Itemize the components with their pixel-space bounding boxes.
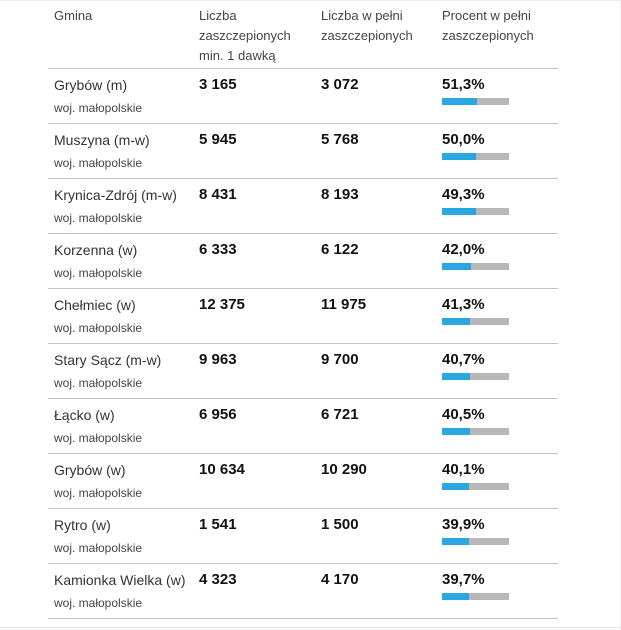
percent-bar-fill	[442, 373, 470, 380]
percent-bar	[442, 593, 509, 600]
percent-value: 39,9%	[442, 516, 485, 533]
region-label: woj. małopolskie	[54, 266, 143, 280]
table-row: Chełmiec (w) woj. małopolskie 12 375 11 975…	[48, 289, 558, 344]
table-row: Krynica-Zdrój (m-w) woj. małopolskie 8 431…	[48, 179, 558, 234]
min1-dose-count: 8 431	[199, 186, 237, 203]
table-row: Stary Sącz (m-w) woj. małopolskie 9 963 9 7…	[48, 344, 558, 399]
header-min1-dose[interactable]: Liczba zaszczepionych min. 1 dawką	[199, 8, 291, 63]
fully-vaccinated-count: 1 500	[321, 516, 359, 533]
percent-bar	[442, 263, 509, 270]
min1-dose-count: 3 165	[199, 76, 237, 93]
min1-dose-count: 6 333	[199, 241, 237, 258]
table-row: Muszyna (m-w) woj. małopolskie 5 945 5 768 5…	[48, 124, 558, 179]
table-row: Korzenna (w) woj. małopolskie 6 333 6 122 42…	[48, 234, 558, 289]
region-label: woj. małopolskie	[54, 101, 143, 115]
region-label: woj. małopolskie	[54, 541, 143, 555]
fully-vaccinated-count: 4 170	[321, 571, 359, 588]
table-row: Kamionka Wielka (w) woj. małopolskie 4 323…	[48, 564, 558, 619]
gmina-name: Grybów (w)	[54, 462, 126, 478]
percent-bar-fill	[442, 98, 478, 105]
min1-dose-count: 12 375	[199, 296, 245, 313]
header-gmina[interactable]: Gmina	[54, 8, 93, 23]
percent-value: 42,0%	[442, 241, 485, 258]
gmina-name: Chełmiec (w)	[54, 297, 136, 313]
percent-bar-fill	[442, 318, 471, 325]
percent-bar-fill	[442, 593, 470, 600]
percent-bar	[442, 208, 509, 215]
vaccination-table: Gmina Liczba zaszczepionych min. 1 dawką…	[48, 0, 558, 619]
percent-value: 40,1%	[442, 461, 485, 478]
min1-dose-count: 4 323	[199, 571, 237, 588]
fully-vaccinated-count: 6 721	[321, 406, 359, 423]
table-body: Grybów (m) woj. małopolskie 3 165 3 072 51,3…	[48, 69, 558, 619]
fully-vaccinated-count: 10 290	[321, 461, 367, 478]
min1-dose-count: 10 634	[199, 461, 245, 478]
gmina-name: Kamionka Wielka (w)	[54, 572, 186, 588]
percent-bar	[442, 483, 509, 490]
region-label: woj. małopolskie	[54, 376, 143, 390]
percent-bar	[442, 153, 509, 160]
table-row: Grybów (w) woj. małopolskie 10 634 10 290 40…	[48, 454, 558, 509]
percent-value: 49,3%	[442, 186, 485, 203]
percent-bar-fill	[442, 428, 470, 435]
percent-bar-fill	[442, 208, 476, 215]
fully-vaccinated-count: 11 975	[321, 296, 367, 313]
gmina-name: Łącko (w)	[54, 407, 115, 423]
table-row: Łącko (w) woj. małopolskie 6 956 6 721 40,5%	[48, 399, 558, 454]
percent-value: 40,5%	[442, 406, 485, 423]
gmina-name: Stary Sącz (m-w)	[54, 352, 162, 368]
region-label: woj. małopolskie	[54, 211, 143, 225]
percent-value: 40,7%	[442, 351, 485, 368]
percent-bar-fill	[442, 483, 470, 490]
min1-dose-count: 6 956	[199, 406, 237, 423]
min1-dose-count: 9 963	[199, 351, 237, 368]
gmina-name: Muszyna (m-w)	[54, 132, 150, 148]
table-header: Gmina Liczba zaszczepionych min. 1 dawką…	[48, 0, 558, 69]
gmina-name: Grybów (m)	[54, 77, 128, 93]
fully-vaccinated-count: 3 072	[321, 76, 359, 93]
fully-vaccinated-count: 8 193	[321, 186, 359, 203]
fully-vaccinated-count: 6 122	[321, 241, 359, 258]
header-fully-vaccinated[interactable]: Liczba w pełni zaszczepionych	[321, 8, 413, 43]
min1-dose-count: 5 945	[199, 131, 237, 148]
region-label: woj. małopolskie	[54, 156, 143, 170]
region-label: woj. małopolskie	[54, 431, 143, 445]
percent-value: 41,3%	[442, 296, 485, 313]
table-row: Rytro (w) woj. małopolskie 1 541 1 500 39,9%	[48, 509, 558, 564]
header-percent-fully[interactable]: Procent w pełni zaszczepionych	[442, 8, 534, 43]
gmina-name: Korzenna (w)	[54, 242, 138, 258]
table-row: Grybów (m) woj. małopolskie 3 165 3 072 51,3…	[48, 69, 558, 124]
gmina-name: Krynica-Zdrój (m-w)	[54, 187, 177, 203]
percent-bar	[442, 318, 509, 325]
percent-value: 39,7%	[442, 571, 485, 588]
region-label: woj. małopolskie	[54, 486, 143, 500]
percent-bar-fill	[442, 538, 470, 545]
percent-bar	[442, 98, 509, 105]
gmina-name: Rytro (w)	[54, 517, 111, 533]
percent-value: 50,0%	[442, 131, 485, 148]
bottom-divider	[0, 627, 621, 628]
percent-bar	[442, 373, 509, 380]
fully-vaccinated-count: 9 700	[321, 351, 359, 368]
percent-value: 51,3%	[442, 76, 485, 93]
fully-vaccinated-count: 5 768	[321, 131, 359, 148]
top-divider	[0, 0, 621, 1]
min1-dose-count: 1 541	[199, 516, 237, 533]
percent-bar-fill	[442, 263, 471, 270]
percent-bar	[442, 538, 509, 545]
region-label: woj. małopolskie	[54, 596, 143, 610]
percent-bar	[442, 428, 509, 435]
region-label: woj. małopolskie	[54, 321, 143, 335]
percent-bar-fill	[442, 153, 477, 160]
